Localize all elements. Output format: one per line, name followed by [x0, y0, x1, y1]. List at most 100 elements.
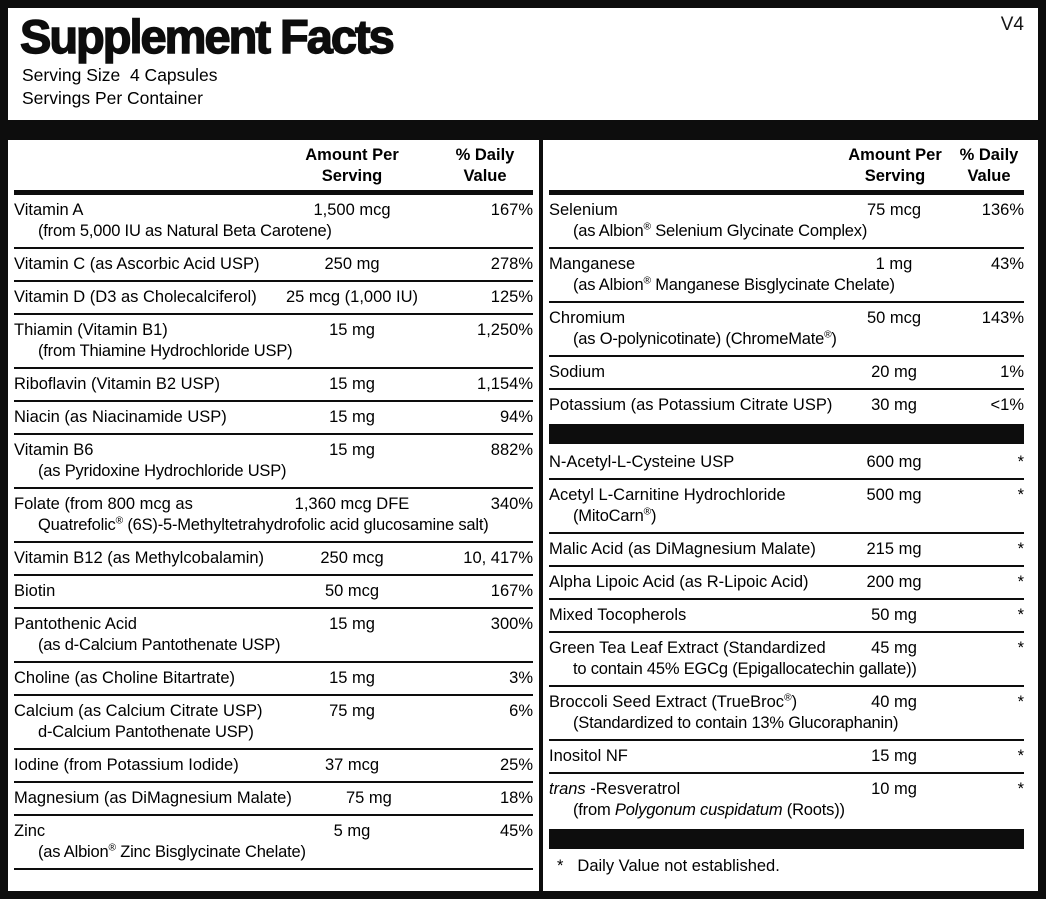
amount-value: 15 mg [329, 321, 375, 339]
ingredient-row: Mixed Tocopherols 50 mg * [549, 600, 1024, 633]
ingredient-detail: Quatrefolic® (6S)-5-Methyltetrahydrofoli… [38, 515, 489, 534]
section-divider-bar [549, 829, 1024, 849]
daily-value: * [1017, 780, 1024, 798]
ingredient-name: Broccoli Seed Extract (TrueBroc®) [549, 692, 798, 711]
ingredient-detail: to contain 45% EGCg (Epigallocatechin ga… [573, 660, 917, 678]
daily-value: <1% [990, 396, 1024, 414]
amount-header-line2: Serving [321, 167, 383, 185]
daily-value: * [1017, 747, 1024, 765]
amount-value: 250 mcg [320, 549, 384, 567]
amount-value: 30 mg [871, 396, 917, 414]
amount-value: 15 mg [329, 615, 375, 633]
ingredient-row: Niacin (as Niacinamide USP) 15 mg 94% [14, 402, 533, 435]
ingredient-detail: (as Albion® Selenium Glycinate Complex) [573, 221, 868, 240]
amount-value: 75 mg [329, 702, 375, 720]
ingredient-row: Calcium (as Calcium Citrate USP) 75 mg 6% d… [14, 696, 533, 750]
ingredient-row: trans -Resveratrol 10 mg * (from Polygonum … [549, 774, 1024, 826]
daily-value: 143% [981, 309, 1024, 327]
header-bar [8, 120, 1038, 140]
ingredient-row: Choline (as Choline Bitartrate) 15 mg 3% [14, 663, 533, 696]
daily-value: * [1017, 453, 1024, 471]
dv-header-line2: Value [967, 167, 1011, 185]
daily-value: * [1017, 573, 1024, 591]
amount-value: 200 mg [866, 573, 922, 591]
ingredient-row: Inositol NF 15 mg * [549, 741, 1024, 774]
ingredient-name: Potassium (as Potassium Citrate USP) [549, 396, 833, 414]
daily-value: * [1017, 693, 1024, 711]
daily-value: 10, 417% [463, 549, 533, 567]
ingredient-row: Vitamin B6 15 mg 882% (as Pyridoxine Hydroc… [14, 435, 533, 489]
daily-value: * [1017, 606, 1024, 624]
amount-value: 50 mg [871, 606, 917, 624]
right-column: Amount Per Serving % Daily Value Seleniu… [543, 140, 1038, 891]
amount-value: 600 mg [866, 453, 922, 471]
ingredient-detail: d-Calcium Pantothenate USP) [38, 723, 254, 741]
ingredient-name: Vitamin A [14, 201, 84, 219]
daily-value: 125% [490, 288, 533, 306]
daily-value: * [1017, 540, 1024, 558]
daily-value: 94% [499, 408, 533, 426]
footnote: * Daily Value not established. [549, 852, 1024, 877]
daily-value: 167% [490, 582, 533, 600]
dv-header-line1: % Daily [455, 146, 515, 164]
ingredient-name: Iodine (from Potassium Iodide) [14, 756, 239, 774]
ingredient-name: Chromium [549, 309, 626, 327]
ingredient-row: Acetyl L-Carnitine Hydrochloride 500 mg * (… [549, 480, 1024, 534]
amount-value: 25 mcg (1,000 IU) [285, 288, 419, 306]
amount-value: 40 mg [871, 693, 917, 711]
amount-value: 75 mg [345, 789, 392, 807]
ingredient-detail: (as Albion® Zinc Bisglycinate Chelate) [38, 842, 306, 861]
amount-value: 15 mg [871, 747, 917, 765]
amount-value: 50 mcg [866, 309, 922, 327]
ingredient-detail: (as d-Calcium Pantothenate USP) [38, 636, 281, 654]
daily-value: 1,154% [477, 375, 533, 393]
daily-value-header: % Daily Value [437, 145, 533, 187]
amount-value: 215 mg [866, 540, 922, 558]
amount-value: 500 mg [866, 486, 922, 504]
amount-value: 37 mcg [324, 756, 380, 774]
amount-value: 5 mg [333, 822, 371, 840]
ingredient-row: Manganese 1 mg 43% (as Albion® Manganese Bi… [549, 249, 1024, 303]
daily-value: 45% [499, 822, 533, 840]
daily-value: 340% [490, 495, 533, 513]
ingredient-name: Green Tea Leaf Extract (Standardized [549, 639, 826, 657]
daily-value: 136% [981, 201, 1024, 219]
daily-value: 18% [499, 789, 533, 807]
daily-value: 25% [499, 756, 533, 774]
ingredient-row: Green Tea Leaf Extract (Standardized 45 m… [549, 633, 1024, 687]
amount-value: 1,360 mcg DFE [294, 495, 410, 513]
amount-header-line1: Amount Per [305, 146, 399, 164]
ingredient-name: Malic Acid (as DiMagnesium Malate) [549, 540, 816, 558]
daily-value: 1% [1000, 363, 1024, 381]
ingredient-name: Riboflavin (Vitamin B2 USP) [14, 375, 221, 393]
ingredient-name: Mixed Tocopherols [549, 606, 687, 624]
section-divider-bar [549, 424, 1024, 444]
left-column: Amount Per Serving % Daily Value Vitamin… [8, 140, 539, 891]
ingredient-name: Vitamin D (D3 as Cholecalciferol) [14, 288, 257, 306]
amount-value: 15 mg [329, 441, 375, 459]
ingredient-name: Pantothenic Acid [14, 615, 137, 633]
amount-value: 45 mg [871, 639, 917, 657]
daily-value: 6% [509, 702, 533, 720]
ingredient-detail: (MitoCarn®) [573, 506, 657, 525]
ingredient-name: Manganese [549, 255, 636, 273]
daily-value: 167% [490, 201, 533, 219]
dv-header-line2: Value [463, 167, 507, 185]
ingredient-name: Thiamin (Vitamin B1) [14, 321, 168, 339]
ingredient-name: trans -Resveratrol [549, 780, 681, 798]
daily-value: * [1017, 639, 1024, 657]
daily-value: 300% [490, 615, 533, 633]
column-divider [539, 140, 543, 891]
ingredient-row: Biotin 50 mcg 167% [14, 576, 533, 609]
right-column-header: Amount Per Serving % Daily Value [549, 140, 1024, 195]
left-ingredient-rows: Vitamin A 1,500 mcg 167% (from 5,000 IU as … [14, 195, 533, 870]
ingredient-name: Vitamin B6 [14, 441, 94, 459]
daily-value: 43% [990, 255, 1024, 273]
amount-value: 250 mg [324, 255, 380, 273]
amount-per-header: Amount Per Serving [267, 145, 437, 187]
daily-value: 882% [490, 441, 533, 459]
daily-value-header: % Daily Value [954, 145, 1024, 187]
ingredient-row: Iodine (from Potassium Iodide) 37 mcg 25% [14, 750, 533, 783]
amount-header-line2: Serving [864, 167, 926, 185]
